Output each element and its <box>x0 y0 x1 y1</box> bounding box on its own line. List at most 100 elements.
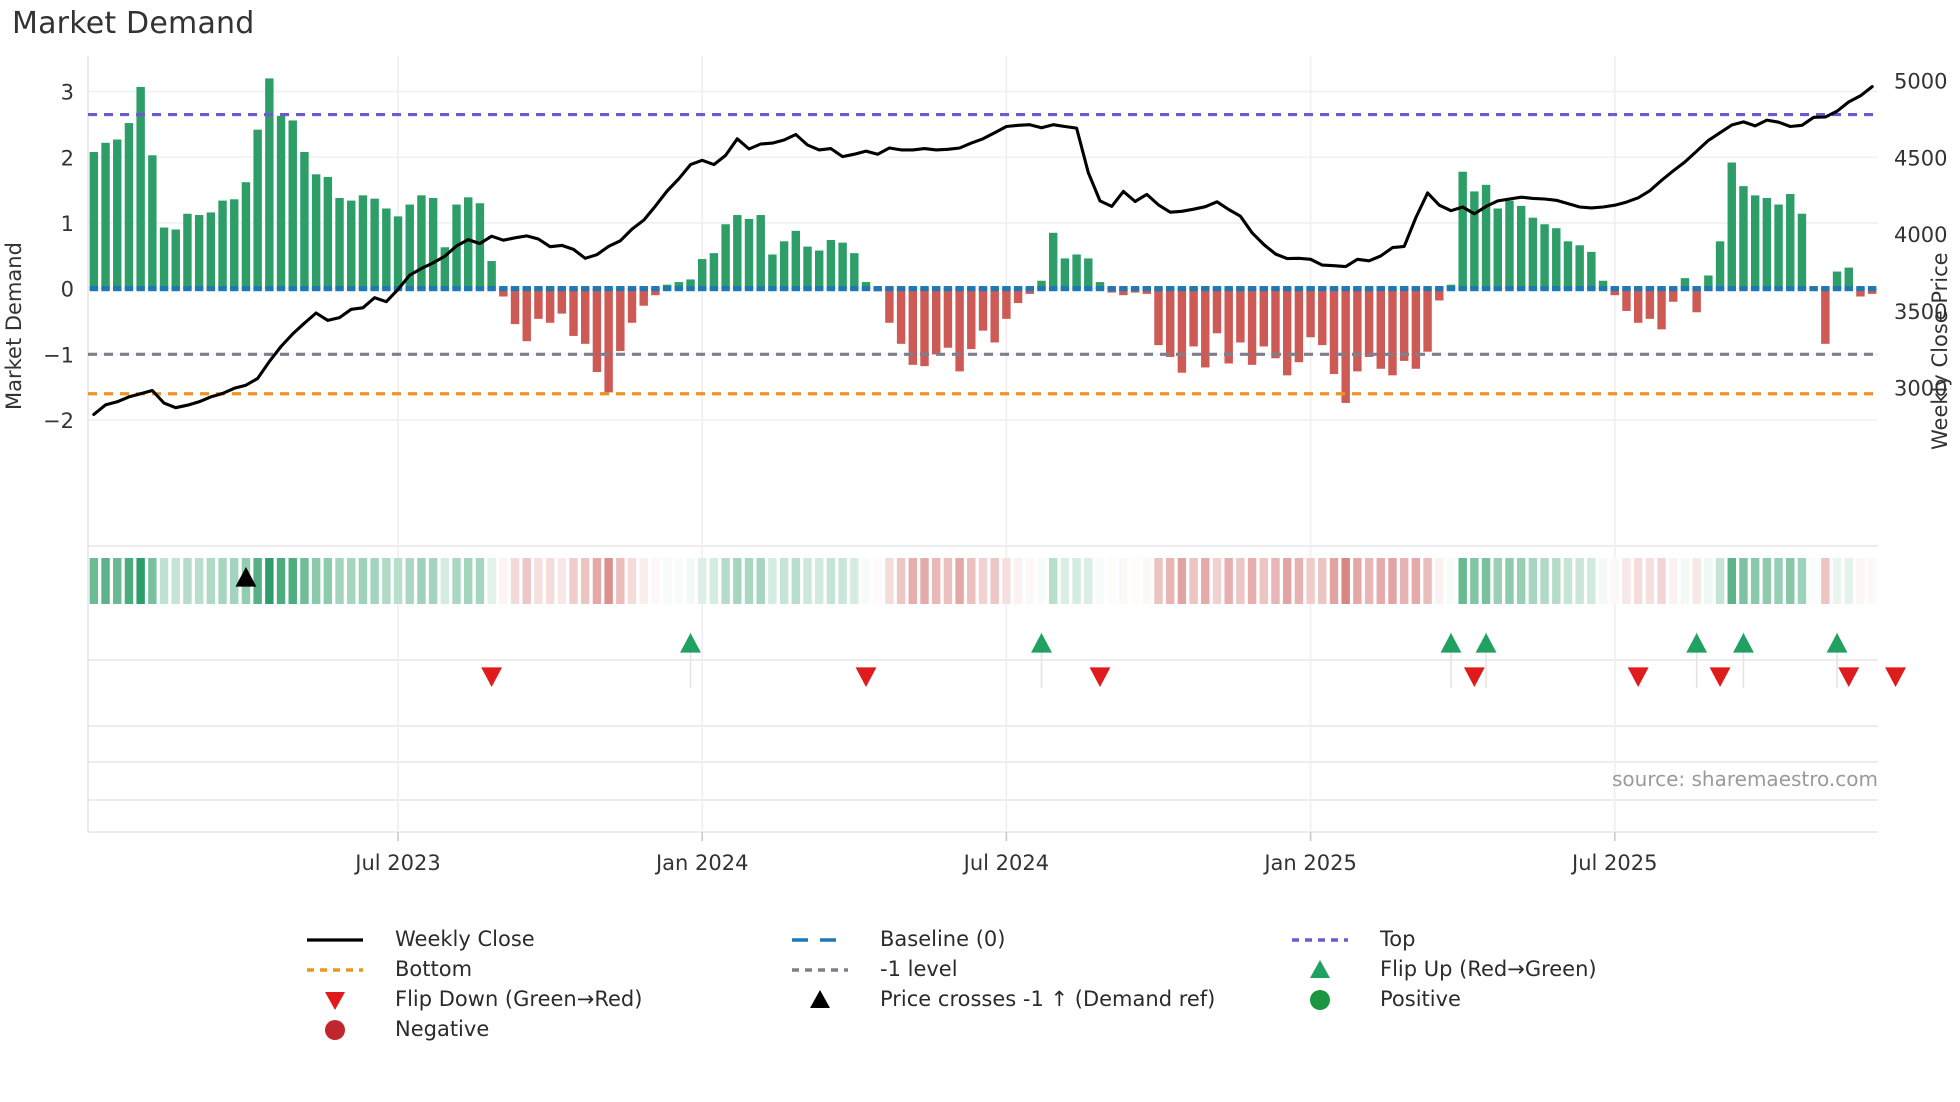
heatmap-cell <box>850 558 859 604</box>
legend-item[interactable]: Bottom <box>307 957 472 981</box>
demand-bar <box>1201 288 1210 368</box>
demand-bar <box>1353 288 1362 372</box>
flip-up-marker <box>1826 633 1848 653</box>
price-cross-marker <box>235 567 257 587</box>
heatmap-cell <box>1704 558 1713 604</box>
heatmap-cell <box>393 558 403 604</box>
demand-bar <box>300 151 309 289</box>
heatmap-cell <box>791 558 801 604</box>
legend-item-label: Weekly Close <box>395 927 535 951</box>
baseline-cap <box>382 286 391 292</box>
heatmap-cell <box>499 558 508 604</box>
y-axis-right-label: Weekly Close Price <box>1928 252 1952 450</box>
baseline-cap <box>814 286 824 292</box>
legend-triangle-up-icon <box>810 990 830 1008</box>
demand-bar <box>1388 288 1397 376</box>
heatmap-cell <box>967 558 976 604</box>
heatmap-cell <box>920 558 929 604</box>
heatmap-cell <box>545 558 555 604</box>
heatmap-cell <box>452 558 461 604</box>
baseline-cap <box>1025 286 1035 292</box>
baseline-cap <box>1084 286 1093 292</box>
demand-bar <box>1306 288 1315 338</box>
baseline-cap <box>616 286 625 292</box>
demand-bar <box>1786 194 1795 289</box>
legend-item-label: Price crosses -1 ↑ (Demand ref) <box>880 987 1215 1011</box>
legend-item[interactable]: Weekly Close <box>307 927 535 951</box>
baseline-cap <box>1294 286 1304 292</box>
heatmap-cell <box>1259 558 1268 604</box>
legend-item[interactable]: Price crosses -1 ↑ (Demand ref) <box>810 987 1215 1011</box>
baseline-cap <box>405 286 414 292</box>
demand-bar <box>967 288 976 350</box>
baseline-cap <box>534 286 543 292</box>
demand-bar <box>1797 213 1807 289</box>
demand-bar <box>241 182 251 289</box>
baseline-cap <box>885 286 894 292</box>
heatmap-cell <box>113 558 122 604</box>
baseline-cap <box>1832 286 1842 292</box>
heatmap-cell <box>651 558 660 604</box>
legend-item[interactable]: Baseline (0) <box>792 927 1005 951</box>
demand-bar <box>1025 288 1035 294</box>
heatmap-cell <box>288 558 297 604</box>
legend-item[interactable]: Positive <box>1310 987 1461 1011</box>
baseline-cap <box>1750 286 1760 292</box>
legend-item[interactable]: Flip Up (Red→Green) <box>1310 957 1597 981</box>
baseline-cap <box>1610 286 1619 292</box>
heatmap-cell <box>826 558 836 604</box>
heatmap-cell <box>1271 558 1280 604</box>
baseline-cap <box>1318 286 1327 292</box>
heatmap-cell <box>721 558 730 604</box>
heatmap-cell <box>1353 558 1362 604</box>
flip-down-marker <box>1885 667 1906 687</box>
heatmap-cell <box>89 558 99 604</box>
demand-bar <box>1832 271 1842 289</box>
demand-bar <box>487 261 496 289</box>
baseline-cap <box>1774 286 1783 292</box>
demand-bar <box>1013 288 1023 304</box>
heatmap-cell <box>276 558 286 604</box>
demand-bar <box>1587 251 1596 289</box>
demand-bar <box>885 288 894 323</box>
x-axis-tick: Jul 2024 <box>962 851 1049 875</box>
demand-bar <box>674 282 684 289</box>
baseline-cap <box>1505 286 1514 292</box>
baseline-cap <box>1399 286 1409 292</box>
demand-bar <box>1821 288 1830 344</box>
heatmap-cell <box>1809 558 1818 604</box>
demand-bar <box>1622 288 1631 311</box>
demand-bar <box>1867 288 1877 294</box>
legend-item[interactable]: Top <box>1292 927 1415 951</box>
baseline-cap <box>194 286 204 292</box>
demand-bar <box>616 288 625 352</box>
demand-bar <box>1154 288 1163 346</box>
legend-item[interactable]: Flip Down (Green→Red) <box>325 987 642 1011</box>
heatmap-cell <box>569 558 578 604</box>
heatmap-cell <box>1505 558 1514 604</box>
baseline-cap <box>581 286 590 292</box>
flip-down-marker <box>1709 667 1731 687</box>
legend-item[interactable]: Negative <box>325 1017 489 1041</box>
demand-bar <box>1750 195 1760 289</box>
heatmap-cell <box>230 558 239 604</box>
demand-bar <box>896 288 906 344</box>
demand-bar <box>183 213 192 289</box>
demand-bar <box>499 288 508 297</box>
legend-item[interactable]: -1 level <box>792 957 958 981</box>
heatmap-cell <box>440 558 450 604</box>
demand-bar <box>1189 288 1198 347</box>
baseline-cap <box>756 286 765 292</box>
baseline-cap <box>1119 286 1128 292</box>
heatmap-cell <box>1657 558 1666 604</box>
heatmap-cell <box>475 558 485 604</box>
heatmap-cell <box>1177 558 1187 604</box>
demand-bar <box>850 253 859 289</box>
baseline-cap <box>1446 286 1456 292</box>
demand-bar <box>230 199 239 289</box>
baseline-cap <box>1236 286 1245 292</box>
heatmap-cell <box>955 558 964 604</box>
baseline-cap <box>311 286 321 292</box>
baseline-cap <box>288 286 297 292</box>
heatmap-cell <box>1435 558 1444 604</box>
